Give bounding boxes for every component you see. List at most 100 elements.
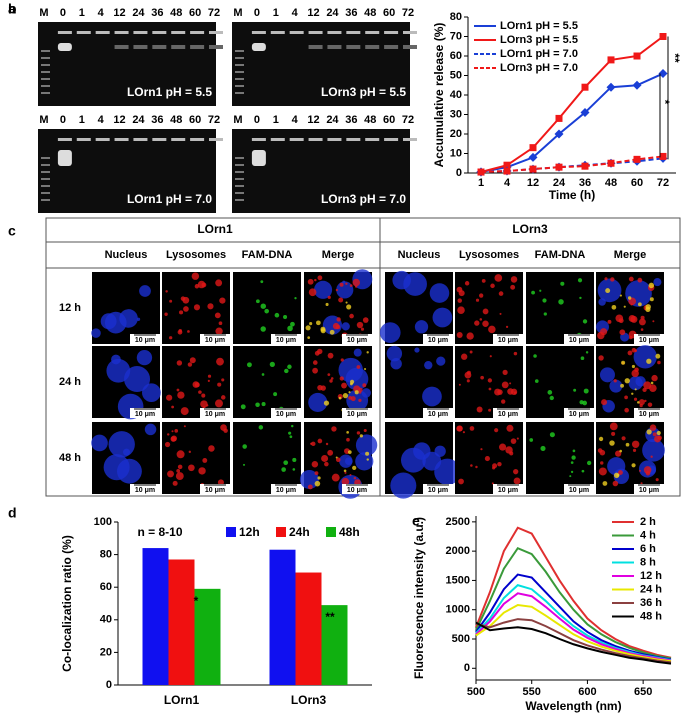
stain: [176, 450, 185, 459]
x-tick-label: 36: [579, 177, 591, 189]
stain: [356, 321, 364, 329]
stain: [189, 357, 196, 364]
stain: [501, 399, 506, 404]
y-tick-label: 1500: [446, 574, 470, 586]
stain: [167, 470, 174, 478]
lane-label: M: [39, 114, 48, 126]
stain: [255, 402, 260, 407]
stain: [200, 400, 208, 408]
stain: [475, 465, 478, 469]
stain: [283, 460, 289, 466]
stain: [339, 376, 344, 381]
ladder-band: [235, 78, 244, 80]
stain: [341, 382, 347, 389]
stain: [479, 318, 483, 321]
y-tick-label: 2000: [446, 545, 470, 557]
stain: [571, 455, 576, 460]
band: [190, 45, 205, 49]
stain: [655, 353, 661, 359]
scale-label: 10 μm: [205, 411, 225, 418]
ladder-band: [235, 71, 244, 73]
stain: [215, 327, 223, 335]
stain: [314, 278, 317, 282]
stain: [613, 379, 617, 383]
marker: [477, 168, 485, 176]
stain: [579, 296, 582, 300]
stain: [400, 447, 426, 473]
stain: [487, 378, 493, 383]
ladder-band: [41, 157, 50, 159]
stain: [260, 303, 267, 309]
stain: [187, 362, 193, 367]
stain: [307, 336, 311, 339]
series-line: [475, 573, 672, 661]
stain: [363, 428, 367, 433]
band: [133, 138, 148, 141]
stain: [494, 428, 499, 433]
band: [346, 138, 361, 141]
y-tick-label: 0: [106, 679, 112, 691]
stain: [569, 475, 572, 478]
scale-label: 10 μm: [569, 487, 589, 494]
stain: [312, 360, 318, 365]
band: [209, 45, 223, 49]
stain: [624, 378, 630, 384]
ladder-band: [41, 185, 50, 187]
scale-box: [130, 408, 160, 418]
y-tick-label: 500: [452, 633, 470, 645]
stain: [509, 382, 512, 385]
stain: [624, 407, 629, 413]
y-tick-label: 0: [464, 662, 470, 674]
row-label: 12 h: [59, 302, 81, 314]
stain: [637, 401, 640, 404]
stain: [456, 425, 463, 432]
scale-label: 10 μm: [205, 487, 225, 494]
stain: [353, 348, 362, 357]
gel-image: [232, 22, 410, 106]
stain: [657, 435, 662, 441]
stain: [580, 356, 585, 361]
stain: [356, 431, 361, 435]
stain: [507, 388, 514, 395]
stain: [488, 325, 496, 334]
stain: [119, 309, 138, 328]
lane-label: 1: [79, 7, 85, 19]
stain: [456, 286, 463, 293]
stain: [344, 471, 347, 474]
stain: [136, 317, 141, 321]
marker: [581, 162, 589, 170]
ladder-band: [235, 92, 244, 94]
stain: [632, 448, 637, 452]
lane-label: 1: [273, 114, 279, 126]
stain: [529, 438, 534, 442]
stain: [307, 278, 314, 285]
ladder-band: [235, 50, 244, 52]
stain: [474, 320, 480, 326]
band: [209, 138, 223, 141]
lane-label: 0: [60, 7, 66, 19]
stain: [284, 368, 289, 374]
scale-label: 10 μm: [569, 337, 589, 344]
band: [57, 138, 72, 141]
stain: [620, 383, 625, 388]
stain: [634, 388, 637, 391]
bar: [321, 605, 348, 685]
stain: [166, 433, 170, 436]
scale-label: 10 μm: [135, 487, 155, 494]
stain: [461, 353, 468, 360]
stain: [549, 432, 555, 438]
y-tick-label: 60: [450, 50, 462, 62]
y-tick-label: 20: [450, 128, 462, 140]
gel-caption: LOrn1 pH = 7.0: [127, 192, 212, 206]
stain: [346, 304, 352, 310]
stain: [436, 356, 446, 366]
band: [384, 138, 399, 141]
stain: [633, 397, 638, 401]
stain: [424, 360, 433, 370]
stain: [489, 355, 492, 358]
stain: [103, 454, 130, 481]
stain: [547, 390, 553, 395]
stain: [582, 400, 588, 406]
stain: [480, 448, 483, 451]
series-line: [480, 155, 664, 174]
